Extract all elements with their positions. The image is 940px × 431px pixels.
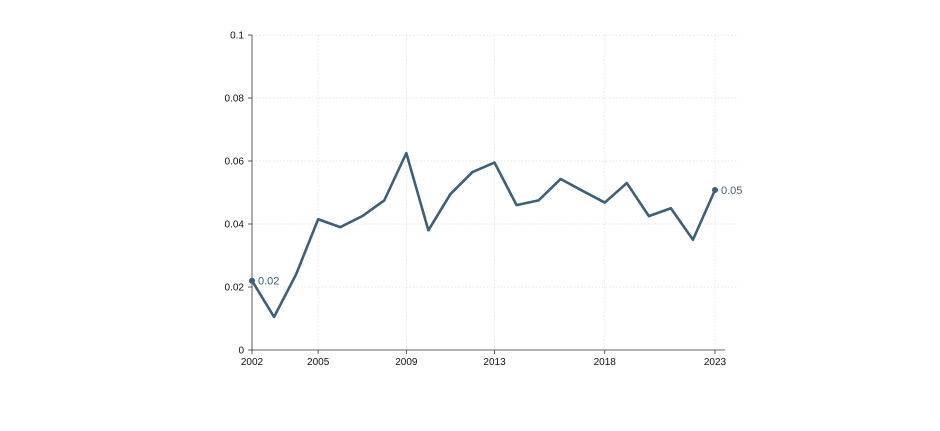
y-tick-label: 0.1 <box>230 31 244 42</box>
y-tick-label: 0 <box>238 346 244 357</box>
endpoint-label: 0.02 <box>258 276 279 288</box>
endpoint-marker <box>249 277 255 284</box>
x-tick-label: 2005 <box>307 357 330 368</box>
grid-lines <box>252 34 737 350</box>
endpoint-label: 0.05 <box>721 185 742 197</box>
x-tick-label: 2009 <box>395 357 418 368</box>
axes: 0 0.02 0.04 0.06 0.08 0.1 2002 2005 2009 2013 2018… <box>225 31 727 369</box>
data-labels: 0.02 0.05 <box>249 185 742 288</box>
x-tick-label: 2023 <box>704 357 727 368</box>
y-tick-label: 0.02 <box>225 283 245 294</box>
y-tick-label: 0.08 <box>225 94 245 105</box>
x-tick-label: 2018 <box>594 357 617 368</box>
y-tick-label: 0.06 <box>225 157 245 168</box>
y-tick-label: 0.04 <box>225 220 245 231</box>
series-layer <box>250 151 717 319</box>
x-tick-label: 2013 <box>483 357 506 368</box>
series-line <box>250 151 717 319</box>
endpoint-marker <box>712 186 718 193</box>
x-tick-label: 2002 <box>241 357 264 368</box>
